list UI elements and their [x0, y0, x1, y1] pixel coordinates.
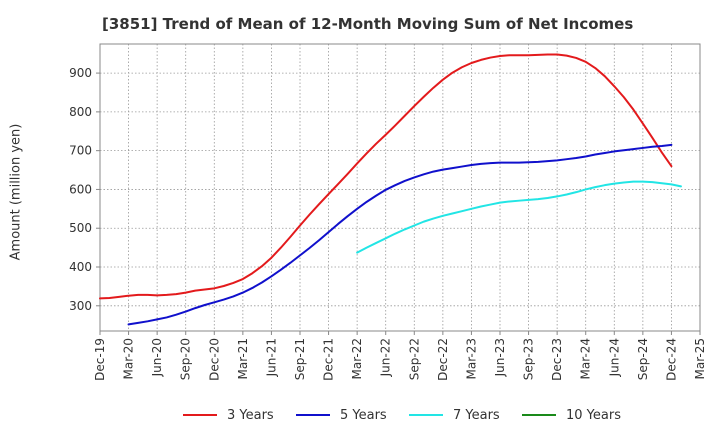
- x-tick-label: Mar-22: [350, 338, 364, 379]
- x-tick-label: Dec-21: [322, 338, 336, 381]
- legend-label: 10 Years: [566, 407, 621, 423]
- x-tick-label: Jun-24: [607, 338, 621, 377]
- y-tick-label: 300: [69, 299, 92, 313]
- x-tick-label: Mar-20: [122, 338, 136, 379]
- x-tick-label: Sep-21: [293, 338, 307, 380]
- x-tick-label: Sep-22: [407, 338, 421, 380]
- x-tick-label: Jun-21: [264, 338, 278, 377]
- y-tick-label: 700: [69, 144, 92, 158]
- legend-item-10-years: 10 Years: [522, 404, 621, 426]
- series-layer: [99, 53, 682, 326]
- y-tick-label: 500: [69, 221, 92, 235]
- x-tick-label: Mar-23: [464, 338, 478, 379]
- x-tick-label: Jun-22: [379, 338, 393, 377]
- x-tick-label: Dec-23: [550, 338, 564, 381]
- series-line-7-years: [356, 180, 682, 254]
- y-tick-label: 800: [69, 105, 92, 119]
- grid-layer: [99, 44, 701, 331]
- series-line-3-years: [99, 53, 673, 300]
- x-tick-labels: Dec-19 Mar-20 Jun-20 Sep-20 Dec-20 Mar-21 Jun-…: [93, 331, 707, 381]
- legend-label: 7 Years: [453, 407, 500, 423]
- x-tick-label: Sep-20: [179, 338, 193, 380]
- legend-label: 5 Years: [340, 407, 387, 423]
- legend-item-7-years: 7 Years: [409, 404, 500, 426]
- legend: 3 Years 5 Years 7 Years 10 Years: [0, 404, 720, 426]
- y-tick-label: 400: [69, 260, 92, 274]
- chart-title: [3851] Trend of Mean of 12-Month Moving …: [102, 15, 634, 33]
- legend-item-3-years: 3 Years: [183, 404, 274, 426]
- x-tick-label: Dec-20: [207, 338, 221, 381]
- x-tick-label: Mar-25: [693, 338, 707, 379]
- x-tick-label: Jun-23: [493, 338, 507, 377]
- legend-item-5-years: 5 Years: [296, 404, 387, 426]
- x-tick-label: Jun-20: [150, 338, 164, 377]
- x-tick-label: Mar-24: [579, 338, 593, 379]
- y-tick-label: 900: [69, 66, 92, 80]
- x-tick-label: Sep-24: [636, 338, 650, 380]
- x-tick-label: Dec-22: [436, 338, 450, 381]
- x-tick-label: Sep-23: [522, 338, 536, 380]
- legend-swatch: [409, 414, 443, 416]
- y-tick-labels: 300 400 500 600 700 800 900: [69, 66, 100, 313]
- x-tick-label: Mar-21: [236, 338, 250, 379]
- legend-swatch: [183, 414, 217, 416]
- series-line-5-years: [127, 143, 673, 326]
- plot-frame: [99, 43, 701, 332]
- x-tick-label: Dec-19: [93, 338, 107, 381]
- legend-label: 3 Years: [227, 407, 274, 423]
- legend-swatch: [296, 414, 330, 416]
- x-tick-label: Dec-24: [664, 338, 678, 381]
- legend-swatch: [522, 414, 556, 416]
- y-tick-label: 600: [69, 182, 92, 196]
